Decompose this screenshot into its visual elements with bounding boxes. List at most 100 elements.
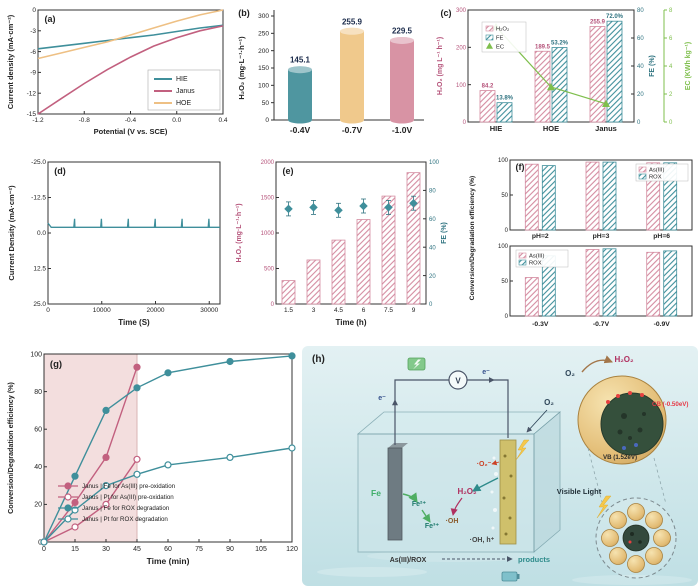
core-texture xyxy=(642,412,646,416)
x-axis-label: Time (min) xyxy=(147,556,190,566)
stability-chronoamperometry-chart: 0 10000 20000 30000 -25.0 -12.5 0.0 12.5 25.0 Tim… xyxy=(7,159,221,327)
legend-label: As(III) xyxy=(649,168,665,174)
cluster-shell-sphere xyxy=(627,555,645,573)
svg-text:40: 40 xyxy=(34,464,42,471)
cluster-shell-sphere xyxy=(627,503,645,521)
cluster-shell-sphere xyxy=(609,511,627,529)
panel-tag: (a) xyxy=(45,14,56,24)
svg-text:20: 20 xyxy=(429,274,436,280)
electron-label-left: e⁻ xyxy=(378,395,386,402)
svg-text:-9: -9 xyxy=(30,70,36,77)
panel-g: 0 15 30 45 60 75 90 105 120 0 20 40 60 80 100 Janus | F… xyxy=(2,346,300,586)
data-point xyxy=(133,470,141,478)
legend-label: Janus xyxy=(176,88,195,95)
photoanode-texture xyxy=(509,474,513,478)
bar-rox xyxy=(602,161,617,231)
panel-tag: (e) xyxy=(283,166,294,176)
wire-left xyxy=(394,379,449,445)
fe3-label: Fe³⁺ xyxy=(425,523,440,530)
cell-right-face xyxy=(533,411,561,553)
bar-h2o2 xyxy=(306,259,321,305)
fe-axis-label: FE (%) xyxy=(649,55,656,77)
legend-label: Janus | Fe for As(III) pre-oxidation xyxy=(82,483,176,490)
h2o2-sphere-label: H₂O₂ xyxy=(614,355,634,364)
bar-category-label: 6 xyxy=(362,307,366,314)
svg-text:100: 100 xyxy=(498,158,509,164)
svg-text:10000: 10000 xyxy=(93,307,111,314)
vb-hole-dot xyxy=(634,443,638,447)
fe2-label: Fe²⁺ xyxy=(412,501,427,508)
superoxide-arrow xyxy=(491,460,500,466)
bar-category-label: 4.5 xyxy=(334,307,343,314)
bar-value-label: 72.0% xyxy=(606,14,624,20)
panel-tag: (b) xyxy=(238,8,250,18)
fe-marker xyxy=(409,198,418,208)
svg-text:80: 80 xyxy=(637,8,644,14)
svg-text:105: 105 xyxy=(255,546,267,553)
bar-h2o2 xyxy=(406,172,421,305)
bar-value-label: 255.9 xyxy=(342,17,363,26)
svg-text:-1.2: -1.2 xyxy=(32,117,44,124)
cluster-shell-sphere xyxy=(645,511,663,529)
visible-light-label: Visible Light xyxy=(557,487,602,496)
svg-text:90: 90 xyxy=(226,546,234,553)
svg-text:20: 20 xyxy=(34,502,42,509)
data-point xyxy=(102,453,110,462)
svg-text:25.0: 25.0 xyxy=(33,301,46,308)
svg-text:4: 4 xyxy=(669,64,673,70)
svg-text:20000: 20000 xyxy=(146,307,164,314)
svg-text:1500: 1500 xyxy=(261,196,275,202)
svg-text:20: 20 xyxy=(637,92,644,98)
svg-text:60: 60 xyxy=(637,36,644,42)
panel-tag: (g) xyxy=(50,359,62,370)
svg-text:120: 120 xyxy=(286,546,298,553)
superoxide-label: ·O₂⁻ xyxy=(477,461,492,468)
data-point xyxy=(71,498,79,507)
data-point xyxy=(40,538,48,546)
ec-triangle-marker xyxy=(547,83,555,91)
fe-marker xyxy=(384,203,393,212)
panel-tag: (d) xyxy=(54,166,66,176)
cb-electron-dot xyxy=(640,393,644,397)
svg-text:8: 8 xyxy=(669,8,673,14)
electron-label-right: e⁻ xyxy=(482,369,490,376)
pollutants-label: As(III)/ROX xyxy=(390,557,427,564)
x-axis-label: Potential (V vs. SCE) xyxy=(94,127,168,136)
bar-category-label: pH=3 xyxy=(593,233,610,240)
svg-text:-0.8: -0.8 xyxy=(79,117,91,124)
y-axis-label: H₂O₂ (mg L⁻¹ h⁻¹) xyxy=(437,37,444,95)
cluster-shell-sphere xyxy=(609,547,627,565)
series-HOE xyxy=(37,9,224,60)
o2-to-h2o2-arrow xyxy=(581,355,613,373)
y-axis-label: Conversion/Degradation efficiency (%) xyxy=(6,381,15,513)
series-Janus xyxy=(37,25,224,115)
svg-text:-12: -12 xyxy=(27,90,37,97)
ec-triangle-marker xyxy=(486,42,493,49)
svg-text:0.0: 0.0 xyxy=(172,117,181,124)
svg-text:200: 200 xyxy=(456,46,467,52)
fenton-arrow xyxy=(450,497,463,516)
h2o2-accumulation-chart: 0 500 1000 1500 2000 0 20 40 60 80 100 1.5 3 4.5 6 7.5 9… xyxy=(236,160,448,327)
ec-axis-label: EC (KWh kg⁻¹) xyxy=(685,42,692,90)
svg-text:0: 0 xyxy=(637,120,641,126)
svg-text:50: 50 xyxy=(501,279,508,285)
svg-text:50: 50 xyxy=(501,193,508,199)
data-point xyxy=(288,444,296,452)
svg-text:30000: 30000 xyxy=(200,307,218,314)
fe-dissolution-arrow xyxy=(402,492,418,503)
bubble xyxy=(491,526,495,530)
svg-text:300: 300 xyxy=(456,8,467,14)
zoom-line xyxy=(653,457,667,505)
current-trace xyxy=(47,218,220,228)
svg-text:100: 100 xyxy=(30,351,42,358)
panel-tag: (c) xyxy=(441,8,452,18)
svg-text:-3: -3 xyxy=(30,28,36,35)
bar-as xyxy=(585,249,600,317)
svg-text:150: 150 xyxy=(258,65,269,72)
bar-category-label: 3 xyxy=(312,307,316,314)
cell-top-face xyxy=(356,411,562,435)
bar-h2o2 xyxy=(331,239,346,305)
bubble xyxy=(493,508,497,512)
bar-fe xyxy=(551,47,568,123)
